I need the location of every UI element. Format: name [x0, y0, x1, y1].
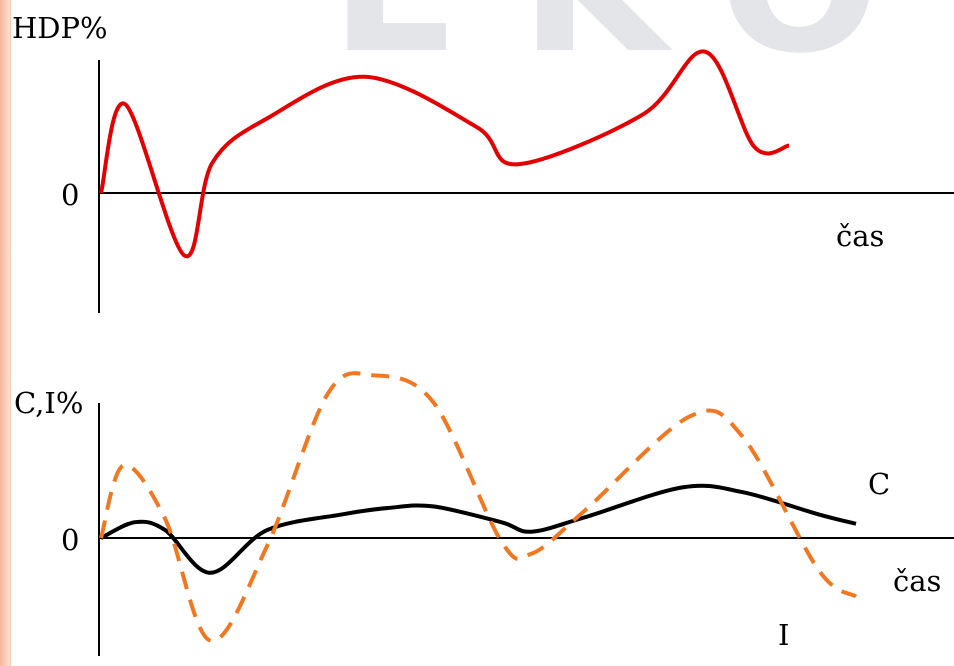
ci-series-group: [99, 371, 858, 643]
slide-accent-bar: [0, 0, 10, 666]
hdp-chart: HDP% 0 čas: [12, 11, 954, 313]
ci-chart: C,I% 0 čas C I: [14, 371, 954, 656]
hdp-x-label: čas: [836, 219, 884, 253]
hdp-zero-label: 0: [61, 178, 79, 212]
hdp-y-label: HDP%: [12, 11, 108, 45]
ci-y-label: C,I%: [14, 386, 83, 420]
watermark-logo: EKO: [330, 0, 940, 95]
slide-accent-line: [10, 0, 11, 666]
hdp-line: [99, 49, 790, 259]
ci-zero-label: 0: [61, 523, 79, 557]
series-label-i: I: [778, 618, 789, 652]
consumption-line: [100, 483, 857, 575]
hdp-series-group: [99, 49, 790, 259]
investment-line: [99, 371, 858, 643]
ci-x-label: čas: [893, 564, 941, 598]
series-label-c: C: [868, 467, 890, 501]
